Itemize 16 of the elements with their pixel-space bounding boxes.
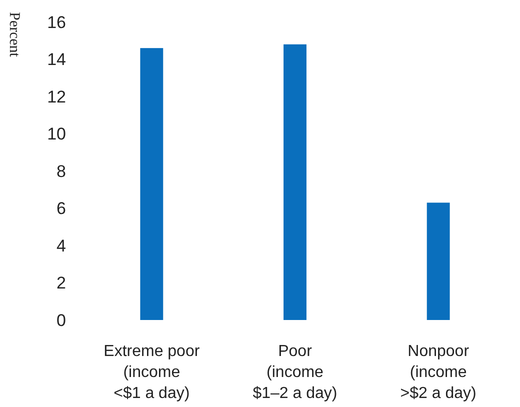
y-tick-label: 2 <box>56 274 66 293</box>
bar <box>426 202 450 320</box>
y-tick-label: 6 <box>56 199 66 218</box>
y-tick-label: 16 <box>47 12 66 32</box>
x-tick-label: Extreme poor (income <$1 a day) <box>104 343 200 402</box>
y-tick-label: 8 <box>56 162 66 181</box>
y-tick-label: 14 <box>47 50 66 70</box>
y-axis-title: Percent <box>6 12 22 58</box>
y-tick-label: 4 <box>56 236 66 256</box>
y-tick-label: 10 <box>47 124 66 144</box>
x-tick-label: Poor (income $1–2 a day) <box>252 343 338 402</box>
y-tick-label: 12 <box>47 87 66 106</box>
bar <box>140 48 164 320</box>
y-tick-label: 0 <box>56 310 66 330</box>
bar <box>284 44 306 320</box>
x-tick-label: Nonpoor (income >$2 a day) <box>400 343 476 402</box>
